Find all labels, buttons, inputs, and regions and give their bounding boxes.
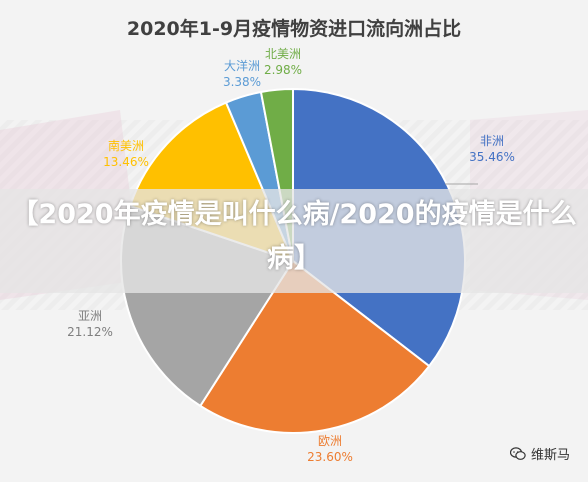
slice-label-name-5: 北美洲 bbox=[265, 47, 301, 61]
wechat-icon bbox=[509, 446, 526, 461]
chart-title: 2020年1-9月疫情物资进口流向洲占比 bbox=[126, 18, 462, 40]
slice-label-value-0: 35.46% bbox=[469, 150, 515, 164]
slice-label-name-3: 南美洲 bbox=[108, 138, 144, 153]
slice-label-value-5: 2.98% bbox=[264, 63, 302, 77]
slice-label-name-2: 亚洲 bbox=[78, 309, 102, 323]
watermark-text: 维斯马 bbox=[530, 448, 570, 463]
slice-label-value-3: 13.46% bbox=[103, 155, 149, 169]
slice-label-value-1: 23.60% bbox=[307, 450, 353, 464]
overlay-banner bbox=[0, 189, 588, 293]
watermark: 维斯马 bbox=[509, 444, 570, 463]
slice-label-name-1: 欧洲 bbox=[318, 434, 342, 448]
slice-label-value-4: 3.38% bbox=[223, 75, 261, 89]
slice-label-name-4: 大洋洲 bbox=[224, 58, 260, 73]
pie-slice-1 bbox=[198, 259, 431, 434]
overlay-banner-text: 【2020年疫情是叫什么病/2020的疫情是什么病】 bbox=[11, 199, 577, 274]
slice-label-value-2: 21.12% bbox=[67, 325, 113, 339]
slice-label-name-0: 非洲 bbox=[480, 134, 504, 148]
